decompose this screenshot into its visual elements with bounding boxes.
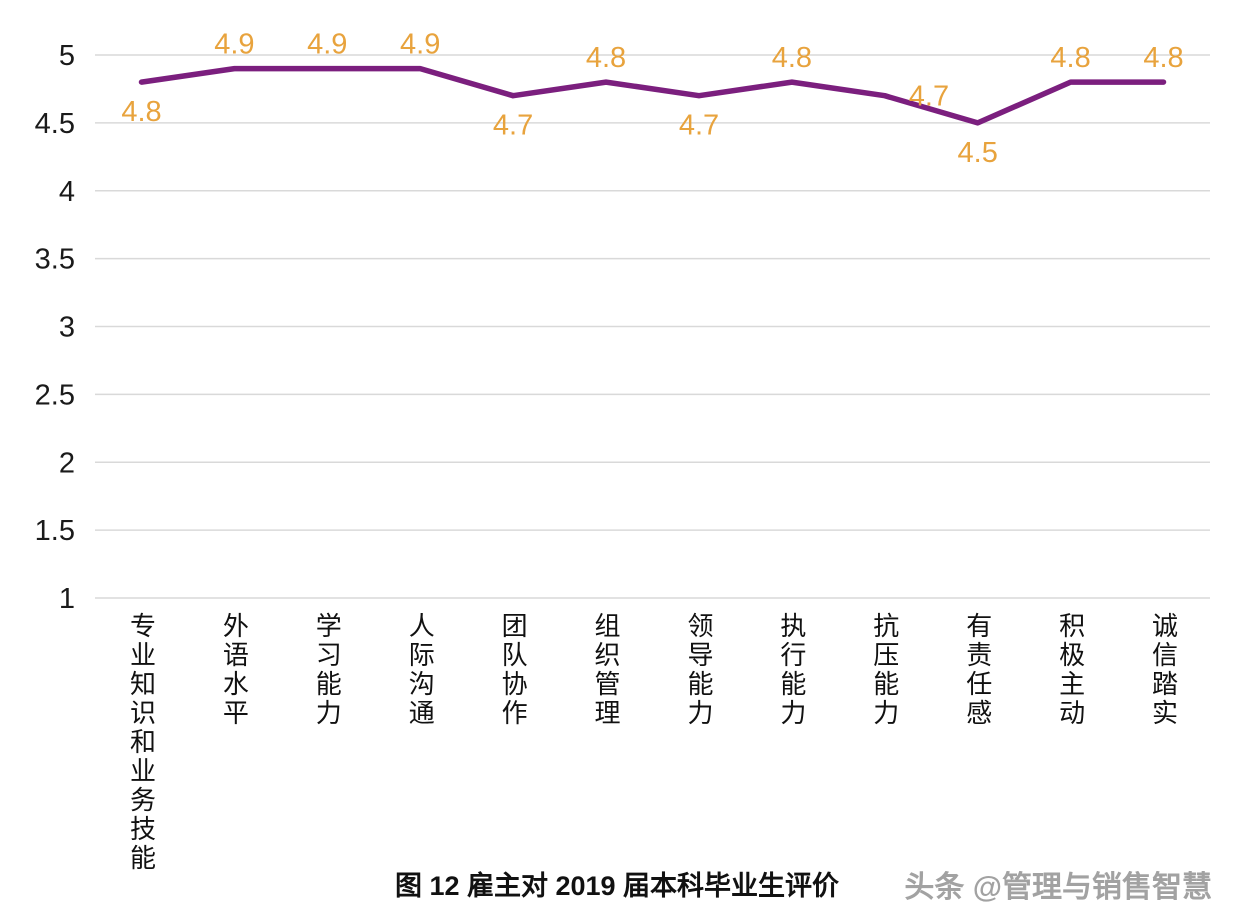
data-label: 4.8 <box>1050 42 1090 74</box>
data-label: 4.7 <box>679 110 719 142</box>
data-label: 4.8 <box>772 42 812 74</box>
data-label: 4.9 <box>400 29 440 61</box>
y-axis-tick-label: 3.5 <box>35 244 75 276</box>
y-axis-tick-label: 3 <box>59 312 75 344</box>
y-axis-tick-label: 2 <box>59 447 75 479</box>
y-axis-tick-label: 4 <box>59 176 75 208</box>
data-label: 4.8 <box>121 96 161 128</box>
data-label: 4.5 <box>958 137 998 169</box>
y-axis-tick-label: 1 <box>59 583 75 615</box>
watermark: 头条 @管理与销售智慧 <box>904 871 1212 904</box>
series-line <box>138 65 1167 126</box>
y-axis-tick-label: 5 <box>59 40 75 72</box>
data-label: 4.7 <box>493 110 533 142</box>
data-label: 4.9 <box>214 29 254 61</box>
data-label: 4.8 <box>586 42 626 74</box>
chart-title: 图 12 雇主对 2019 届本科毕业生评价 <box>394 871 840 901</box>
y-axis-tick-label: 1.5 <box>35 515 75 547</box>
y-axis-tick-label: 4.5 <box>35 108 75 140</box>
data-label: 4.9 <box>307 29 347 61</box>
data-label: 4.8 <box>1143 42 1183 74</box>
data-label: 4.7 <box>909 81 949 113</box>
y-axis-tick-label: 2.5 <box>35 379 75 411</box>
employer-evaluation-line-chart: 1 1.5 2 2.5 3 3.5 4 4.5 5 4.8 4.9 4.9 4.9 4.7 4.8 4.7 4.… <box>35 29 1210 615</box>
